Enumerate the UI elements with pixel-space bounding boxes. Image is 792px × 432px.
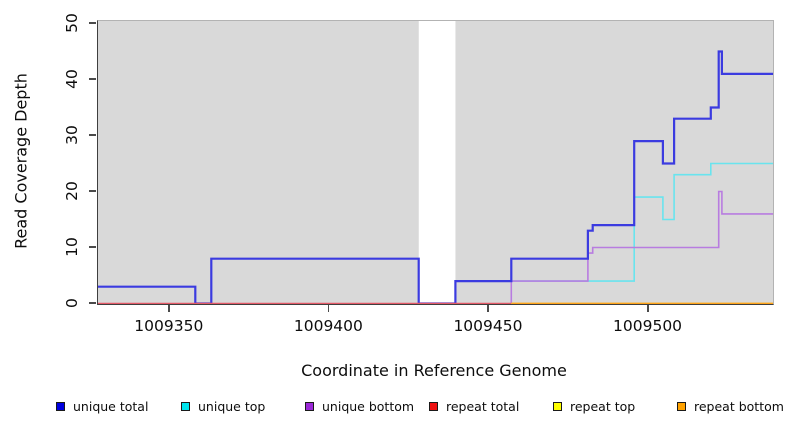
legend-swatch-icon — [56, 401, 65, 411]
legend-label: repeat bottom — [694, 398, 784, 414]
y-tick-mark — [88, 302, 96, 304]
plot-background-right — [455, 21, 773, 304]
x-tick-mark — [327, 304, 330, 312]
y-tick-label: 50 — [63, 12, 81, 33]
legend-swatch-icon — [305, 401, 314, 411]
coverage-step-chart — [98, 21, 773, 304]
plot-background-left — [98, 21, 419, 304]
y-axis-title: Read Coverage Depth — [11, 73, 31, 249]
legend-swatch-icon — [429, 401, 438, 411]
legend-label: unique top — [198, 398, 266, 414]
y-tick-mark — [88, 78, 96, 80]
y-tick-label: 0 — [63, 297, 81, 308]
legend-swatch-icon — [553, 401, 562, 411]
y-tick-label: 20 — [63, 180, 81, 201]
legend-label: unique total — [73, 398, 149, 414]
x-tick-mark — [647, 304, 649, 312]
legend-label: repeat top — [570, 398, 636, 414]
series-line-unique-bottom — [510, 190, 773, 304]
y-tick-mark — [88, 134, 96, 136]
legend-item-unique-total: unique total — [56, 398, 148, 414]
legend-item-repeat-total: repeat total — [429, 398, 519, 414]
legend-swatch-icon — [181, 401, 190, 411]
legend-item-repeat-top: repeat top — [553, 398, 635, 414]
y-tick-label: 40 — [63, 68, 81, 89]
y-tick-mark — [88, 22, 96, 24]
y-tick-label: 30 — [63, 124, 81, 145]
y-tick-mark — [88, 246, 96, 248]
x-tick-label: 1009450 — [453, 317, 523, 335]
series-line-unique-top — [455, 162, 773, 282]
legend-label: repeat total — [446, 398, 520, 414]
x-tick-label: 1009500 — [613, 317, 683, 335]
series-line-unique-total — [98, 50, 773, 304]
x-tick-label: 1009350 — [134, 317, 204, 335]
legend-item-unique-top: unique top — [181, 398, 265, 414]
y-tick-mark — [88, 190, 96, 192]
x-tick-mark — [168, 304, 170, 312]
legend-swatch-icon — [677, 401, 686, 411]
x-tick-mark — [487, 304, 489, 312]
legend-item-repeat-bottom: repeat bottom — [677, 398, 784, 414]
legend-item-unique-bottom: unique bottom — [305, 398, 414, 414]
plot-area — [97, 20, 774, 305]
x-tick-label: 1009400 — [293, 317, 363, 335]
legend-label: unique bottom — [322, 398, 415, 414]
x-axis-title: Coordinate in Reference Genome — [301, 361, 567, 380]
y-tick-label: 10 — [63, 236, 81, 257]
